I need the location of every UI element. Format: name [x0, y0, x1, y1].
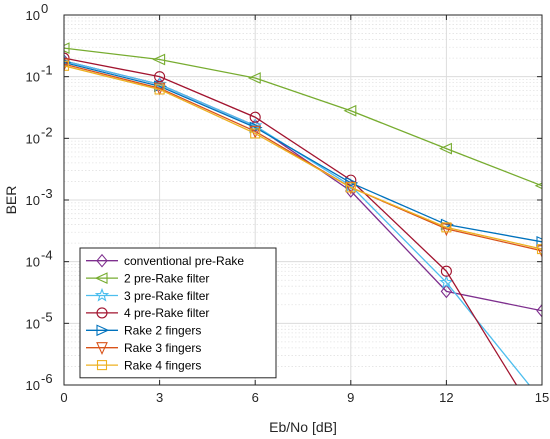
y-tick-exponent: 0 [41, 1, 48, 16]
legend-item: Rake 2 fingers [86, 324, 201, 338]
series-layer [64, 42, 542, 385]
diamond-marker [440, 284, 453, 299]
triangle-right-marker [536, 235, 542, 248]
x-tick-label: 15 [535, 390, 549, 405]
triangle-down-marker [96, 342, 108, 356]
star-marker [94, 287, 110, 302]
series-line [64, 65, 542, 250]
circle-marker [440, 265, 452, 277]
legend-label: Rake 2 fingers [124, 324, 201, 338]
y-axis-label: BER [3, 186, 19, 215]
triangle-left-marker [343, 104, 357, 117]
star-marker [439, 274, 454, 289]
legend-label: Rake 3 fingers [124, 341, 201, 355]
legend-item: 2 pre-Rake filter [86, 271, 209, 285]
x-tick-label: 12 [439, 390, 453, 405]
y-tick-label: 10 [26, 255, 40, 270]
triangle-down-marker [64, 58, 70, 72]
x-tick-label: 0 [60, 390, 67, 405]
y-tick-exponent: -4 [41, 248, 53, 263]
triangle-left-marker [94, 272, 108, 284]
circle-marker [64, 52, 70, 64]
triangle-left-marker [64, 42, 70, 55]
series-line [64, 63, 542, 252]
star-marker [247, 118, 263, 132]
triangle-left-marker [439, 142, 452, 155]
legend-item: 3 pre-Rake filter [86, 287, 209, 303]
circle-marker [249, 111, 261, 123]
diamond-marker [96, 253, 108, 268]
series-7 [64, 60, 542, 255]
legend-label: 4 pre-Rake filter [124, 306, 209, 320]
legend-label: 2 pre-Rake filter [124, 271, 209, 285]
circle-marker [96, 307, 108, 319]
triangle-left-marker [152, 53, 166, 66]
square-marker [345, 182, 356, 193]
legend-item: Rake 3 fingers [86, 341, 201, 356]
y-tick-label: 10 [26, 70, 40, 85]
triangle-down-marker [536, 245, 542, 259]
y-tick-label: 10 [26, 316, 40, 331]
circle-marker [154, 71, 166, 83]
x-tick-label: 3 [156, 390, 163, 405]
series-line [64, 57, 518, 385]
y-tick-label: 10 [26, 131, 40, 146]
series-line [64, 47, 542, 187]
triangle-right-marker [96, 324, 110, 337]
triangle-left-marker [247, 72, 261, 84]
legend-label: 3 pre-Rake filter [124, 289, 209, 303]
square-marker [64, 60, 70, 71]
legend-label: conventional pre-Rake [124, 254, 244, 268]
square-marker [536, 244, 542, 255]
y-tick-label: 10 [26, 193, 40, 208]
legend-label: Rake 4 fingers [124, 358, 201, 372]
triangle-down-marker [440, 223, 453, 237]
legend-item: Rake 4 fingers [86, 358, 201, 372]
y-tick-exponent: -2 [41, 124, 53, 139]
axes [63, 14, 543, 386]
legend: conventional pre-Rake 2 pre-Rake filter 3 … [79, 247, 277, 379]
square-marker [250, 128, 261, 139]
x-axis-label: Eb/No [dB] [269, 419, 337, 435]
y-tick-label: 10 [26, 8, 40, 23]
x-tick-label: 6 [252, 390, 259, 405]
square-marker [441, 222, 452, 233]
y-tick-label: 10 [26, 378, 40, 393]
diamond-marker [536, 303, 542, 318]
x-tick-label: 9 [347, 390, 354, 405]
y-tick-exponent: -1 [41, 63, 53, 78]
y-tick-exponent: -3 [41, 186, 53, 201]
series-line [64, 61, 542, 243]
y-tick-exponent: -5 [41, 309, 53, 324]
y-tick-exponent: -6 [41, 371, 53, 386]
legend-item: 4 pre-Rake filter [86, 306, 209, 320]
square-marker [96, 360, 108, 371]
square-marker [154, 84, 165, 95]
legend-item: conventional pre-Rake [86, 253, 244, 268]
